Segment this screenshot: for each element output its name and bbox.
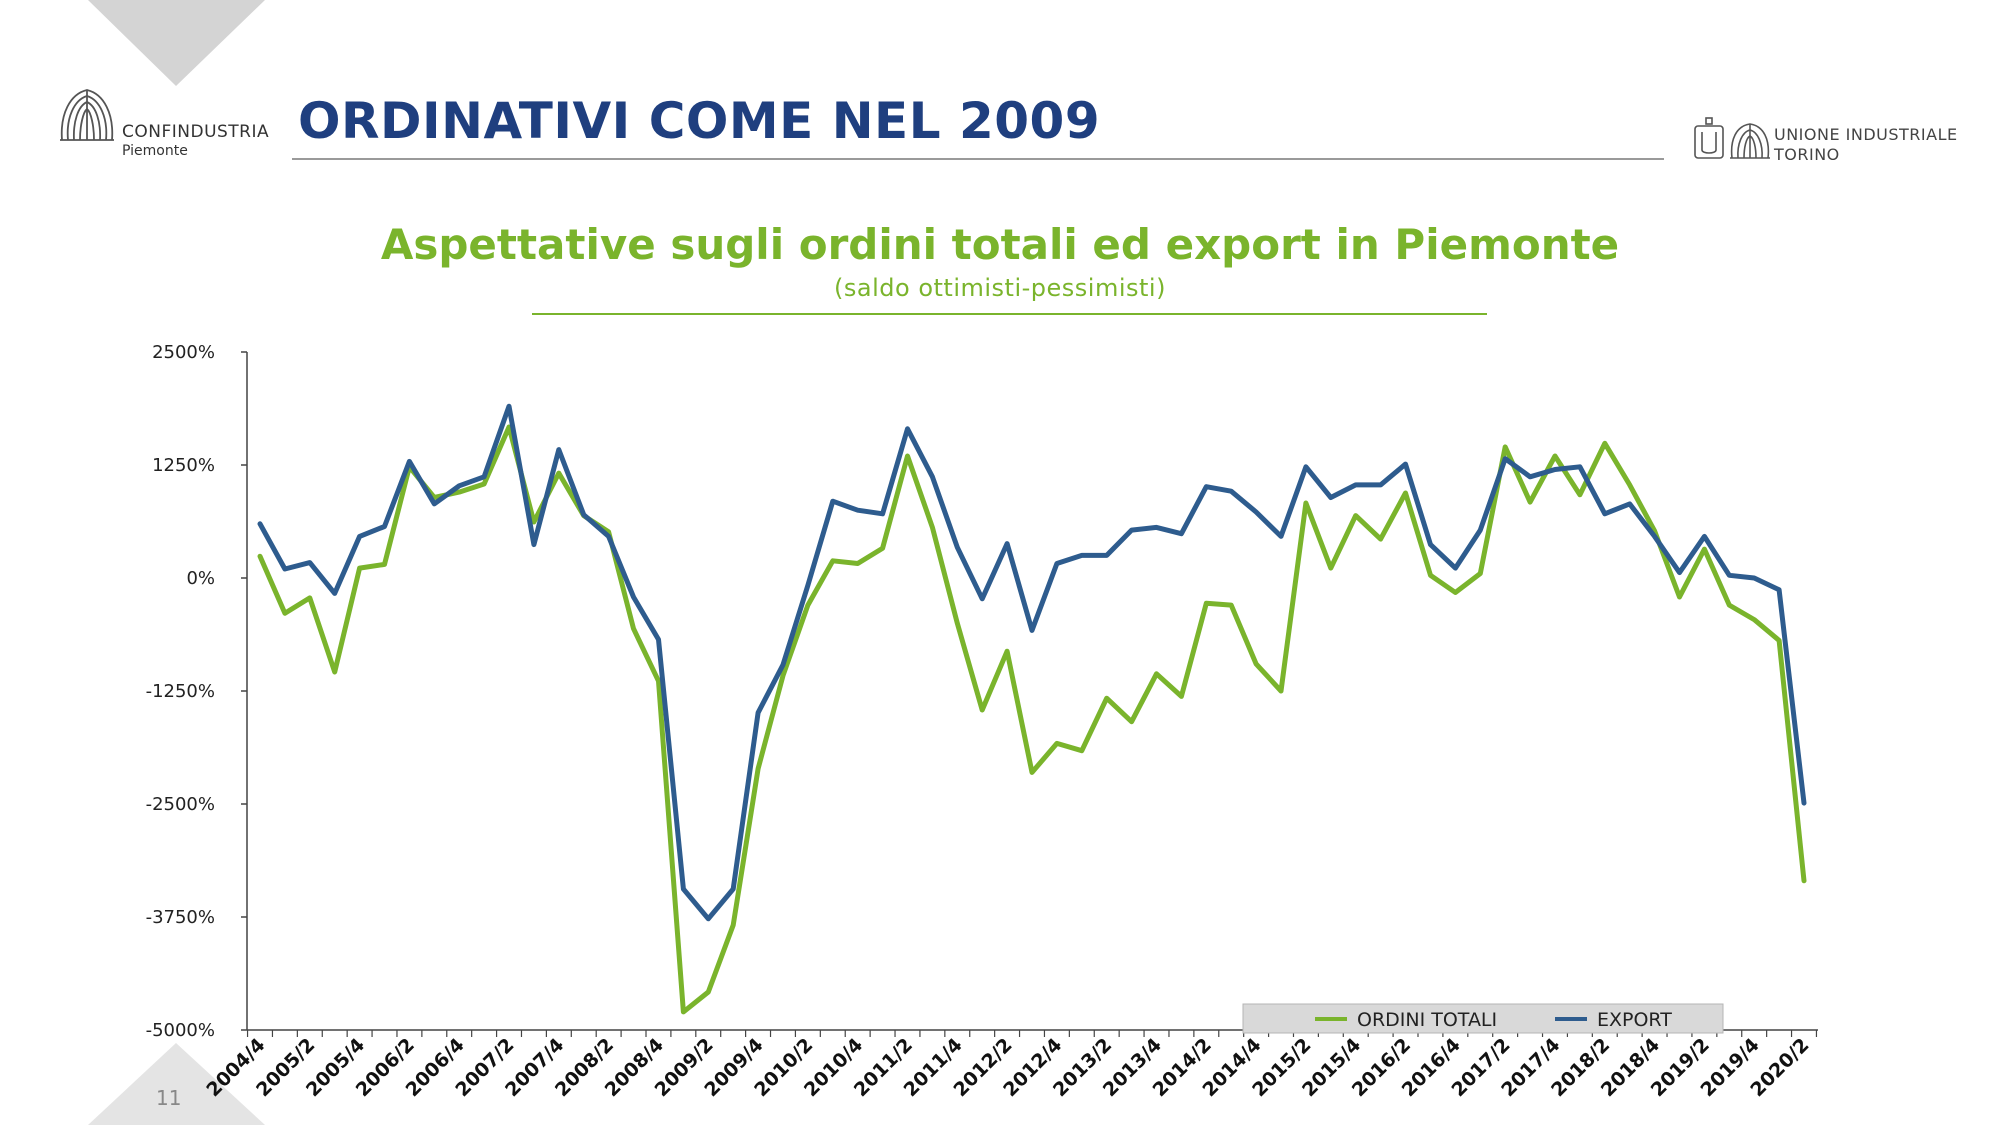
top-triangle [88,0,265,86]
y-tick-label: 0% [186,568,215,589]
series-line-export [257,403,1807,922]
logo-right-name: UNIONE INDUSTRIALE [1774,125,1958,144]
chart-subtitle: (saldo ottimisti-pessimisti) [834,274,1166,302]
y-tick-label: 1250% [152,455,215,476]
y-tick-label: 2500% [152,342,215,363]
unione-industriale-logo-icon [1694,117,1770,159]
chart-legend: ORDINI TOTALI EXPORT [1242,1003,1724,1034]
y-tick-label: -2500% [146,794,215,815]
logo-right-sub: TORINO [1774,145,1840,164]
bottom-triangle [88,1043,265,1125]
y-tick-label: -1250% [146,681,215,702]
title-divider [292,158,1664,160]
page-title: ORDINATIVI COME NEL 2009 [298,92,1101,150]
confindustria-logo-icon [60,89,114,141]
y-axis-ticks: 2500% 1250% 0% -1250% -2500% -3750% -5000% [146,342,247,1041]
logo-left-sub: Piemonte [122,143,188,159]
y-tick-label: -5000% [146,1020,215,1041]
legend-item-export-label: EXPORT [1597,1009,1672,1031]
page-number: 11 [156,1086,182,1110]
series-line-ordini-totali [257,424,1807,1015]
x-axis-ticks: 2004/42005/22005/42006/22006/42007/22007… [202,1030,1818,1101]
chart-title-divider [532,313,1487,315]
y-tick-label: -3750% [146,907,215,928]
logo-left-name: CONFINDUSTRIA [122,122,270,142]
chart-series [257,403,1807,1015]
legend-item-ordini-totali-label: ORDINI TOTALI [1357,1009,1497,1031]
chart-axes [246,352,1818,1031]
chart-title: Aspettative sugli ordini totali ed expor… [380,220,1620,269]
